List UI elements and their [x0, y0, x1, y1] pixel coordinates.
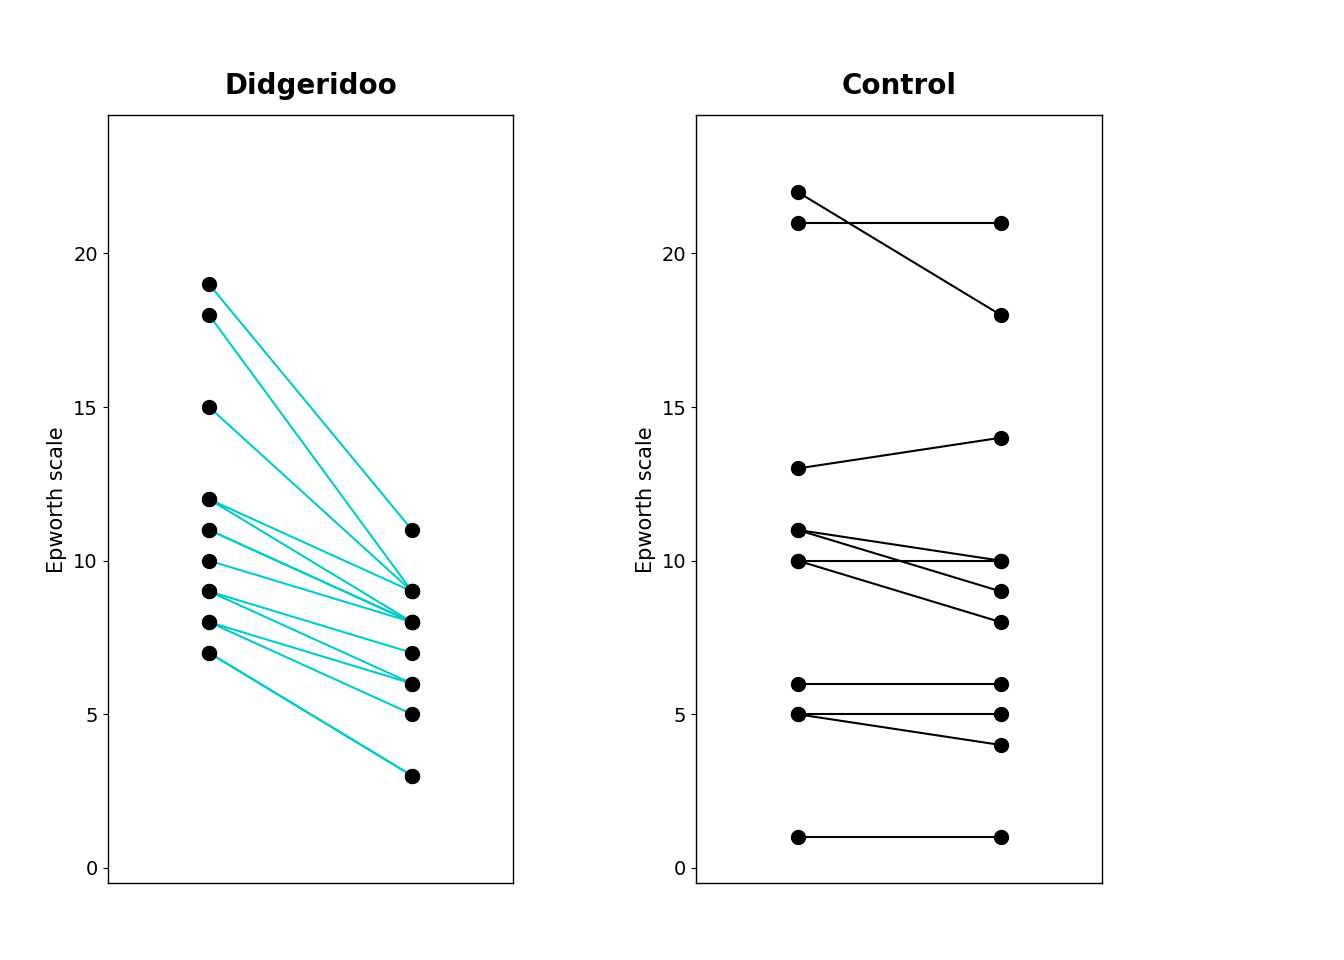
- Point: [989, 676, 1011, 691]
- Point: [989, 553, 1011, 568]
- Point: [402, 768, 423, 783]
- Point: [199, 645, 220, 660]
- Point: [199, 307, 220, 323]
- Point: [199, 399, 220, 415]
- Point: [786, 522, 808, 538]
- Point: [786, 707, 808, 722]
- Point: [989, 707, 1011, 722]
- Point: [199, 614, 220, 630]
- Point: [199, 492, 220, 507]
- Point: [989, 553, 1011, 568]
- Point: [989, 307, 1011, 323]
- Point: [402, 584, 423, 599]
- Y-axis label: Epworth scale: Epworth scale: [47, 426, 67, 572]
- Point: [786, 461, 808, 476]
- Point: [199, 553, 220, 568]
- Point: [989, 584, 1011, 599]
- Title: Control: Control: [841, 72, 957, 101]
- Point: [402, 707, 423, 722]
- Point: [402, 676, 423, 691]
- Point: [199, 492, 220, 507]
- Title: Didgeridoo: Didgeridoo: [224, 72, 396, 101]
- Point: [402, 614, 423, 630]
- Point: [989, 215, 1011, 230]
- Point: [402, 584, 423, 599]
- Point: [199, 584, 220, 599]
- Point: [989, 829, 1011, 845]
- Point: [402, 768, 423, 783]
- Point: [786, 553, 808, 568]
- Point: [402, 676, 423, 691]
- Point: [199, 522, 220, 538]
- Point: [786, 184, 808, 200]
- Point: [199, 522, 220, 538]
- Point: [199, 645, 220, 660]
- Point: [402, 645, 423, 660]
- Point: [786, 829, 808, 845]
- Point: [989, 430, 1011, 445]
- Point: [786, 707, 808, 722]
- Point: [786, 676, 808, 691]
- Point: [786, 215, 808, 230]
- Point: [402, 614, 423, 630]
- Point: [199, 614, 220, 630]
- Point: [989, 737, 1011, 753]
- Point: [402, 614, 423, 630]
- Point: [199, 276, 220, 292]
- Point: [402, 584, 423, 599]
- Y-axis label: Epworth scale: Epworth scale: [636, 426, 656, 572]
- Point: [786, 553, 808, 568]
- Point: [989, 614, 1011, 630]
- Point: [402, 522, 423, 538]
- Point: [199, 584, 220, 599]
- Point: [786, 522, 808, 538]
- Point: [402, 614, 423, 630]
